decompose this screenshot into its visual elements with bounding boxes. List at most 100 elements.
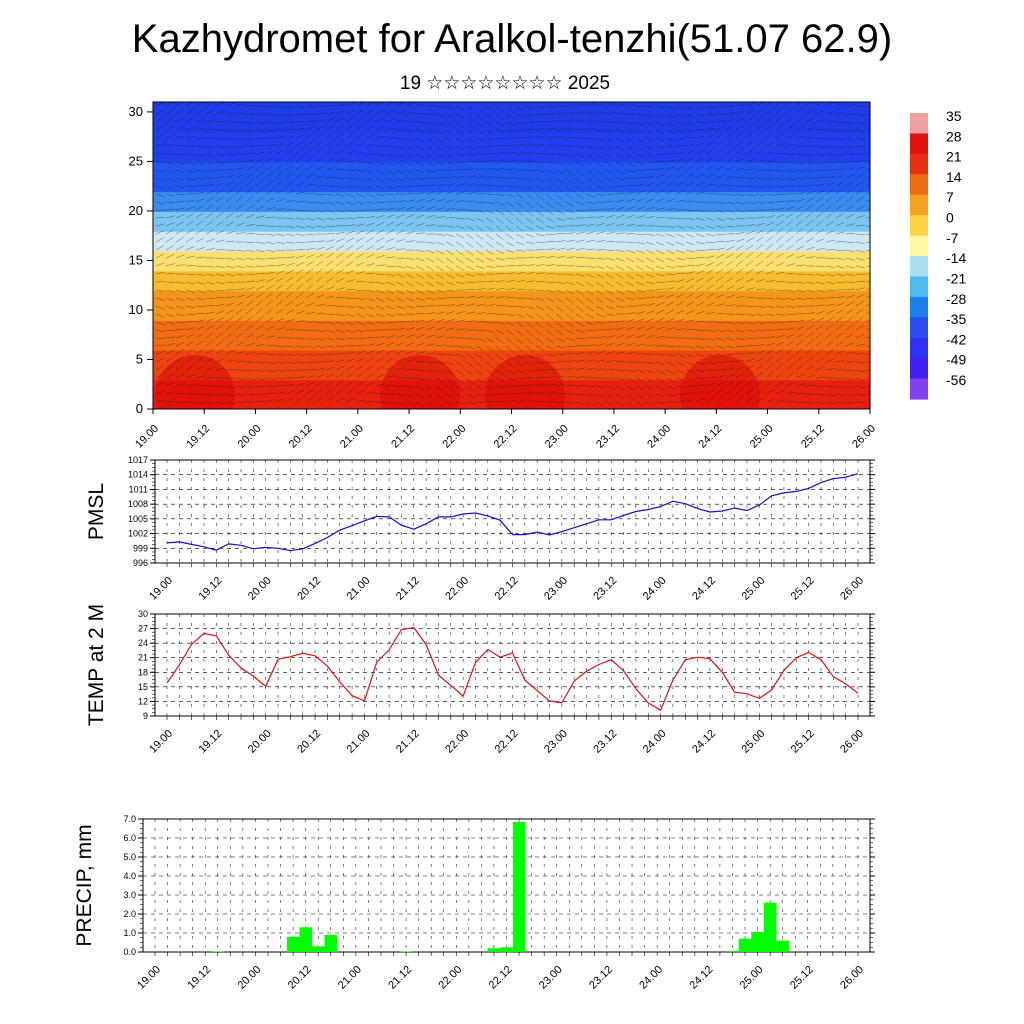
wind-barb bbox=[705, 134, 715, 139]
wind-barb bbox=[805, 384, 815, 387]
wind-barb bbox=[805, 297, 815, 300]
wind-barb bbox=[815, 324, 824, 331]
wind-barb bbox=[325, 157, 335, 163]
wind-barb bbox=[435, 113, 445, 117]
y-tick-label: 999 bbox=[133, 543, 148, 553]
wind-barb bbox=[715, 254, 725, 259]
wind-barb bbox=[625, 249, 635, 253]
wind-barb bbox=[385, 193, 395, 196]
wind-barb bbox=[415, 342, 425, 347]
wind-barb bbox=[605, 185, 615, 189]
wind-barb bbox=[285, 217, 295, 220]
wind-barb bbox=[385, 102, 395, 107]
y-tick-label: 25 bbox=[129, 153, 143, 168]
wind-barb bbox=[765, 142, 775, 147]
wind-barb bbox=[825, 393, 835, 397]
wind-barb bbox=[305, 337, 315, 341]
wind-barb bbox=[705, 128, 715, 131]
wind-barb bbox=[235, 341, 245, 347]
wind-barb bbox=[635, 145, 645, 151]
wind-barb bbox=[265, 216, 275, 219]
wind-barb bbox=[245, 137, 255, 140]
wind-barb bbox=[295, 276, 304, 283]
wind-barb bbox=[575, 313, 584, 320]
wind-barb bbox=[285, 190, 295, 195]
wind-barb bbox=[655, 302, 665, 307]
wind-barb bbox=[345, 230, 355, 235]
wind-barb bbox=[745, 224, 755, 227]
wind-barb bbox=[815, 169, 826, 171]
wind-barb bbox=[775, 297, 785, 300]
wind-barb bbox=[585, 321, 595, 326]
wind-barb bbox=[515, 105, 524, 111]
wind-barb bbox=[335, 313, 345, 317]
wind-barb bbox=[685, 129, 695, 132]
wind-barb bbox=[335, 278, 345, 283]
wind-barb bbox=[695, 249, 706, 252]
wind-barb bbox=[235, 173, 245, 179]
colorbar-segment bbox=[910, 358, 928, 380]
wind-barb bbox=[305, 312, 315, 315]
wind-barb bbox=[625, 289, 635, 294]
wind-barb bbox=[695, 142, 705, 147]
wind-barb bbox=[415, 385, 425, 390]
wind-barb bbox=[345, 237, 355, 243]
wind-barb bbox=[535, 321, 544, 328]
wind-barb bbox=[655, 129, 665, 135]
wind-barb bbox=[665, 353, 675, 357]
temperature-band bbox=[153, 102, 870, 133]
wind-barb bbox=[575, 177, 584, 184]
wind-barb bbox=[255, 225, 266, 227]
wind-barb bbox=[455, 353, 465, 358]
wind-barb bbox=[405, 385, 415, 389]
wind-barb bbox=[705, 105, 715, 109]
wind-barb bbox=[715, 294, 725, 299]
wind-barb bbox=[235, 213, 245, 219]
wind-barb bbox=[315, 148, 324, 155]
wind-barb bbox=[255, 188, 264, 195]
wind-barb bbox=[515, 305, 525, 308]
wind-barb bbox=[365, 193, 375, 197]
wind-barb bbox=[735, 295, 745, 299]
y-tick-label: 12 bbox=[138, 696, 148, 706]
wind-barb bbox=[745, 244, 754, 251]
wind-barb bbox=[795, 136, 805, 139]
wind-barb bbox=[335, 366, 345, 371]
wind-barb bbox=[595, 145, 605, 151]
wind-barb bbox=[785, 228, 794, 235]
wind-barb bbox=[195, 281, 205, 285]
wind-barb bbox=[495, 121, 505, 127]
wind-barb bbox=[795, 356, 804, 363]
y-axis-label: TEMP at 2 M bbox=[85, 604, 108, 726]
wind-barb bbox=[715, 268, 724, 275]
wind-barb bbox=[375, 321, 385, 324]
wind-barb bbox=[395, 393, 405, 397]
wind-barb bbox=[585, 385, 596, 387]
wind-barb bbox=[795, 333, 804, 339]
wind-barb bbox=[315, 165, 325, 171]
wind-barb bbox=[265, 144, 275, 147]
wind-barb bbox=[675, 113, 685, 118]
wind-barb bbox=[845, 188, 854, 195]
wind-barb bbox=[455, 137, 464, 143]
wind-barb bbox=[835, 112, 845, 115]
wind-barb bbox=[435, 344, 445, 347]
wind-barb bbox=[245, 166, 255, 171]
wind-barb bbox=[175, 281, 185, 284]
wind-barb bbox=[685, 200, 695, 203]
wind-barb bbox=[735, 124, 744, 131]
wind-barb bbox=[225, 296, 235, 299]
wind-barb bbox=[415, 393, 425, 399]
wind-barb bbox=[385, 177, 395, 182]
x-tick-label: 19.12 bbox=[197, 728, 225, 756]
wind-barb bbox=[815, 153, 825, 157]
wind-barb bbox=[575, 239, 585, 243]
wind-barb bbox=[845, 324, 854, 331]
wind-barb bbox=[155, 245, 164, 251]
wind-barb bbox=[635, 318, 645, 323]
wind-barb bbox=[275, 317, 285, 323]
wind-barb bbox=[415, 161, 425, 167]
wind-barb bbox=[165, 215, 175, 219]
wind-field bbox=[155, 102, 870, 408]
wind-barb bbox=[635, 233, 646, 235]
